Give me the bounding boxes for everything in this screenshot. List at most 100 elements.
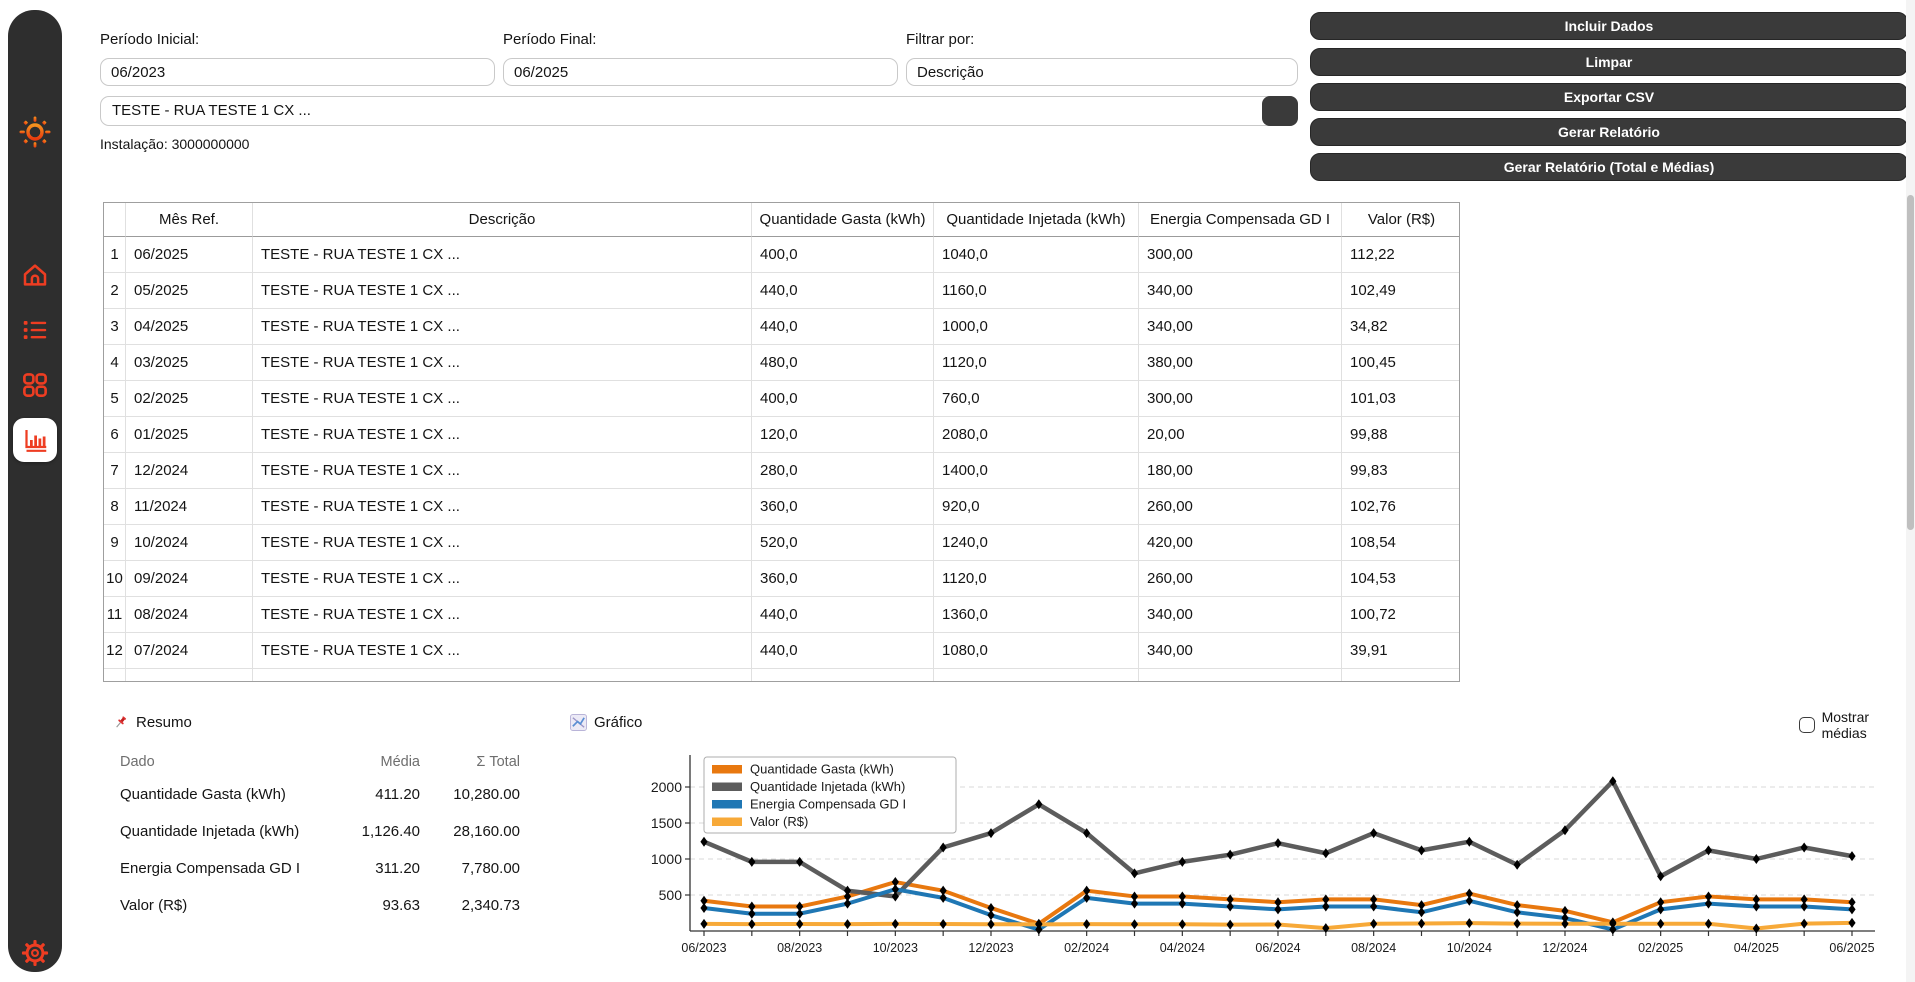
- svg-text:10/2024: 10/2024: [1447, 941, 1492, 955]
- energia-cell: 340,00: [1139, 633, 1342, 669]
- table-row[interactable]: 712/2024TESTE - RUA TESTE 1 CX ...280,01…: [104, 453, 1459, 489]
- instalacao-text: Instalação: 3000000000: [100, 136, 249, 152]
- valor-cell: 108,54: [1342, 525, 1460, 561]
- injetada-cell: 1400,0: [934, 453, 1139, 489]
- svg-text:12/2024: 12/2024: [1542, 941, 1587, 955]
- resumo-row: Valor (R$)93.632,340.73: [112, 887, 542, 924]
- periodo-inicial-label: Período Inicial:: [100, 31, 199, 48]
- valor-cell: 39,91: [1342, 633, 1460, 669]
- valor-cell: 101,03: [1342, 381, 1460, 417]
- empty-cell: [934, 669, 1139, 682]
- vertical-scrollbar-thumb[interactable]: [1907, 195, 1914, 530]
- row-number: 7: [104, 453, 126, 489]
- list-icon[interactable]: [20, 315, 50, 345]
- svg-text:06/2023: 06/2023: [681, 941, 726, 955]
- injetada-cell: 760,0: [934, 381, 1139, 417]
- injetada-cell: 920,0: [934, 489, 1139, 525]
- resumo-value: 311.20: [350, 860, 420, 877]
- periodo-final-input[interactable]: [503, 58, 898, 86]
- svg-text:Energia Compensada GD I: Energia Compensada GD I: [750, 797, 906, 812]
- row-number: 6: [104, 417, 126, 453]
- gasta-cell: 400,0: [752, 381, 934, 417]
- descricao-cell: TESTE - RUA TESTE 1 CX ...: [253, 561, 752, 597]
- table-row[interactable]: 1009/2024TESTE - RUA TESTE 1 CX ...360,0…: [104, 561, 1459, 597]
- incluir-dados-button[interactable]: Incluir Dados: [1310, 12, 1908, 40]
- column-header[interactable]: Quantidade Injetada (kWh): [934, 203, 1139, 237]
- exportar-csv-button[interactable]: Exportar CSV: [1310, 83, 1908, 111]
- resumo-value: Energia Compensada GD I: [120, 860, 350, 877]
- chart-legend: Quantidade Gasta (kWh)Quantidade Injetad…: [704, 757, 956, 833]
- dropdown-arrow-button[interactable]: [1262, 96, 1298, 126]
- mostrar-medias-label: Mostrar médias: [1822, 709, 1915, 741]
- gear-icon[interactable]: [22, 940, 49, 967]
- energia-cell: 260,00: [1139, 489, 1342, 525]
- column-header[interactable]: Descrição: [253, 203, 752, 237]
- resumo-value: 93.63: [350, 897, 420, 914]
- svg-text:1000: 1000: [651, 851, 682, 867]
- table-row[interactable]: 811/2024TESTE - RUA TESTE 1 CX ...360,09…: [104, 489, 1459, 525]
- unidade-dropdown[interactable]: TESTE - RUA TESTE 1 CX ...: [100, 96, 1298, 126]
- svg-text:08/2023: 08/2023: [777, 941, 822, 955]
- gerar-relatorio-button[interactable]: Gerar Relatório: [1310, 118, 1908, 146]
- svg-text:1500: 1500: [651, 815, 682, 831]
- column-header[interactable]: Quantidade Gasta (kWh): [752, 203, 934, 237]
- svg-text:500: 500: [659, 887, 683, 903]
- svg-text:02/2025: 02/2025: [1638, 941, 1683, 955]
- gasta-cell: 480,0: [752, 345, 934, 381]
- gerar-relatorio-total-medias-button[interactable]: Gerar Relatório (Total e Médias): [1310, 153, 1908, 181]
- resumo-value: 28,160.00: [420, 823, 520, 840]
- valor-cell: 100,72: [1342, 597, 1460, 633]
- bar-chart-icon[interactable]: [13, 418, 57, 462]
- vertical-scrollbar-track[interactable]: [1906, 0, 1915, 982]
- filtrar-por-input[interactable]: [906, 58, 1298, 86]
- descricao-cell: TESTE - RUA TESTE 1 CX ...: [253, 525, 752, 561]
- row-number: 5: [104, 381, 126, 417]
- column-header[interactable]: Mês Ref.: [126, 203, 253, 237]
- table-row[interactable]: 106/2025TESTE - RUA TESTE 1 CX ...400,01…: [104, 237, 1459, 273]
- column-header[interactable]: Valor (R$): [1342, 203, 1460, 237]
- row-number: 9: [104, 525, 126, 561]
- gasta-cell: 440,0: [752, 633, 934, 669]
- injetada-cell: 1160,0: [934, 273, 1139, 309]
- descricao-cell: TESTE - RUA TESTE 1 CX ...: [253, 381, 752, 417]
- mes-ref-cell: 01/2025: [126, 417, 253, 453]
- resumo-row: Quantidade Gasta (kWh)411.2010,280.00: [112, 776, 542, 813]
- table-row[interactable]: 601/2025TESTE - RUA TESTE 1 CX ...120,02…: [104, 417, 1459, 453]
- periodo-inicial-input[interactable]: [100, 58, 495, 86]
- grafico-title-text: Gráfico: [594, 714, 642, 731]
- column-header[interactable]: [104, 203, 126, 237]
- limpar-button[interactable]: Limpar: [1310, 48, 1908, 76]
- gasta-cell: 440,0: [752, 309, 934, 345]
- column-header[interactable]: Energia Compensada GD I: [1139, 203, 1342, 237]
- descricao-cell: TESTE - RUA TESTE 1 CX ...: [253, 633, 752, 669]
- injetada-cell: 1240,0: [934, 525, 1139, 561]
- table-row[interactable]: 304/2025TESTE - RUA TESTE 1 CX ...440,01…: [104, 309, 1459, 345]
- table-row[interactable]: 910/2024TESTE - RUA TESTE 1 CX ...520,01…: [104, 525, 1459, 561]
- valor-cell: 99,83: [1342, 453, 1460, 489]
- table-row[interactable]: 1207/2024TESTE - RUA TESTE 1 CX ...440,0…: [104, 633, 1459, 669]
- mostrar-medias-checkbox[interactable]: [1799, 717, 1815, 733]
- mes-ref-cell: 02/2025: [126, 381, 253, 417]
- resumo-section-title: Resumo: [112, 714, 192, 731]
- table-row[interactable]: 502/2025TESTE - RUA TESTE 1 CX ...400,07…: [104, 381, 1459, 417]
- energia-cell: 300,00: [1139, 381, 1342, 417]
- empty-cell: [104, 669, 126, 682]
- svg-text:04/2025: 04/2025: [1734, 941, 1779, 955]
- grid-icon[interactable]: [20, 370, 50, 400]
- injetada-cell: 1120,0: [934, 561, 1139, 597]
- descricao-cell: TESTE - RUA TESTE 1 CX ...: [253, 597, 752, 633]
- table-row[interactable]: 205/2025TESTE - RUA TESTE 1 CX ...440,01…: [104, 273, 1459, 309]
- svg-text:Quantidade Gasta (kWh): Quantidade Gasta (kWh): [750, 762, 894, 777]
- table-row[interactable]: 1108/2024TESTE - RUA TESTE 1 CX ...440,0…: [104, 597, 1459, 633]
- row-number: 11: [104, 597, 126, 633]
- energia-cell: 380,00: [1139, 345, 1342, 381]
- svg-text:04/2024: 04/2024: [1160, 941, 1205, 955]
- injetada-cell: 1360,0: [934, 597, 1139, 633]
- home-icon[interactable]: [20, 260, 50, 290]
- table-row[interactable]: 403/2025TESTE - RUA TESTE 1 CX ...480,01…: [104, 345, 1459, 381]
- energia-cell: 340,00: [1139, 597, 1342, 633]
- grafico-section-title: Gráfico: [570, 714, 642, 731]
- row-number: 10: [104, 561, 126, 597]
- resumo-row: Quantidade Injetada (kWh)1,126.4028,160.…: [112, 813, 542, 850]
- sun-icon: [17, 114, 53, 150]
